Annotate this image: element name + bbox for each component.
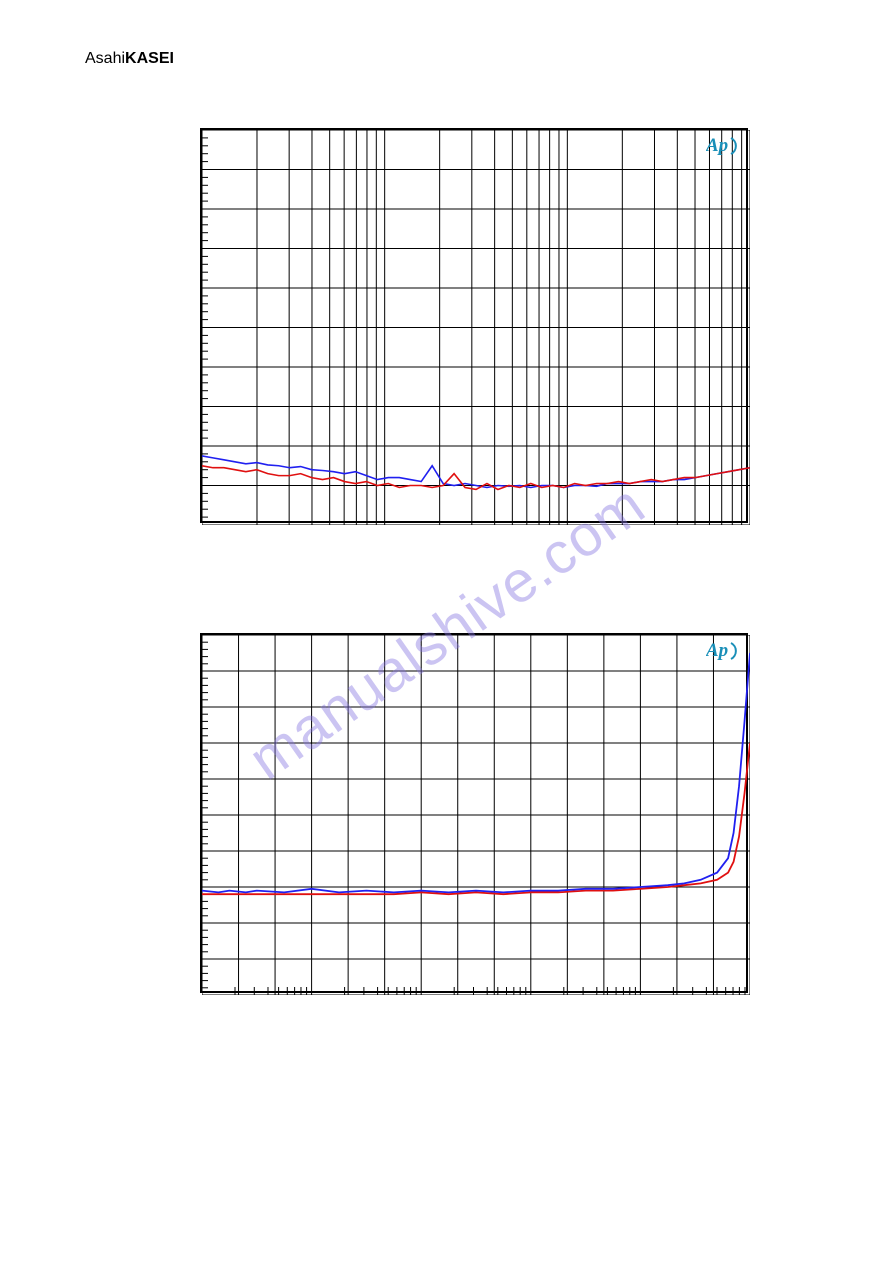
svg-text:Ap: Ap (706, 135, 728, 156)
chart1-container: Ap (200, 128, 893, 523)
chart1-svg (202, 130, 750, 525)
svg-text:Ap: Ap (706, 640, 728, 661)
chart2-container: Ap (200, 633, 893, 993)
chart2-svg (202, 635, 750, 995)
brand-logo: AsahiKASEI (85, 50, 893, 68)
fft-chart: Ap (200, 128, 748, 523)
ap-logo-icon: Ap (706, 639, 740, 661)
logo-suffix: KASEI (125, 50, 174, 67)
thd-chart: Ap (200, 633, 748, 993)
ap-logo-icon: Ap (706, 134, 740, 156)
logo-prefix: Asahi (85, 50, 125, 67)
